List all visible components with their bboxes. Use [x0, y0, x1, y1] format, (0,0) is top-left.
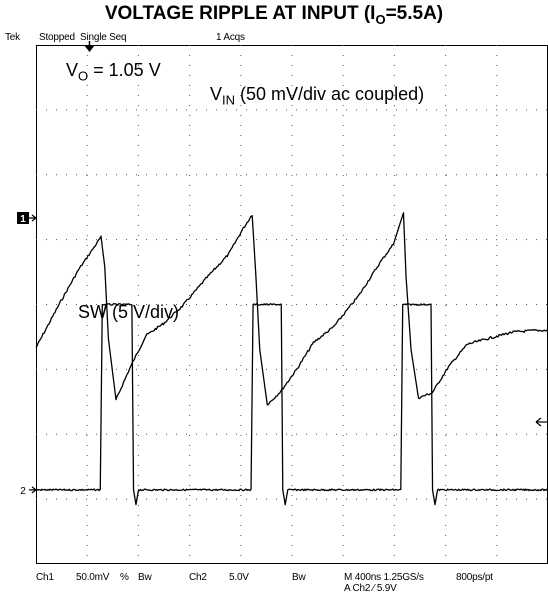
timebase-setting: M 400ns 1.25GS/s [344, 572, 424, 583]
waveform-traces [35, 212, 548, 506]
trigger-setting: A Ch2 ⁄ 5.9V [344, 583, 397, 594]
vo-annotation: VO = 1.05 V [66, 60, 161, 84]
ch1-coupling: % [120, 572, 129, 583]
ch2-bandwidth: Bw [292, 572, 306, 583]
acquisition-count: 1 Acqs [216, 32, 245, 43]
ch1-marker-arrow [29, 214, 37, 222]
sw-trace [35, 303, 548, 506]
ch1-marker-label: 1 [20, 214, 26, 225]
ch2-label: Ch2 [189, 572, 207, 583]
vin-trace [35, 212, 548, 406]
ch2-marker-arrow [29, 486, 37, 494]
ch1-label: Ch1 [36, 572, 54, 583]
ch1-marker-box [17, 212, 29, 224]
channel-markers: 12 [17, 41, 547, 497]
vin-annotation: VIN (50 mV/div ac coupled) [210, 84, 425, 108]
trigger-position-marker [84, 45, 95, 52]
ch1-bandwidth: Bw [138, 572, 152, 583]
ch1-scale: 50.0mV [76, 572, 110, 583]
trigger-level-arrow [535, 417, 542, 427]
resolution-setting: 800ps/pt [456, 572, 493, 583]
ch2-marker-label: 2 [20, 486, 26, 497]
chart-title: VOLTAGE RIPPLE AT INPUT (IO=5.5A) [104, 3, 444, 27]
ch2-scale: 5.0V [229, 572, 249, 583]
acquisition-mode: Single Seq [80, 32, 127, 43]
scope-brand: Tek [5, 32, 20, 43]
sw-annotation: SW (5 V/div) [78, 302, 180, 322]
acquisition-state: Stopped [39, 32, 75, 43]
